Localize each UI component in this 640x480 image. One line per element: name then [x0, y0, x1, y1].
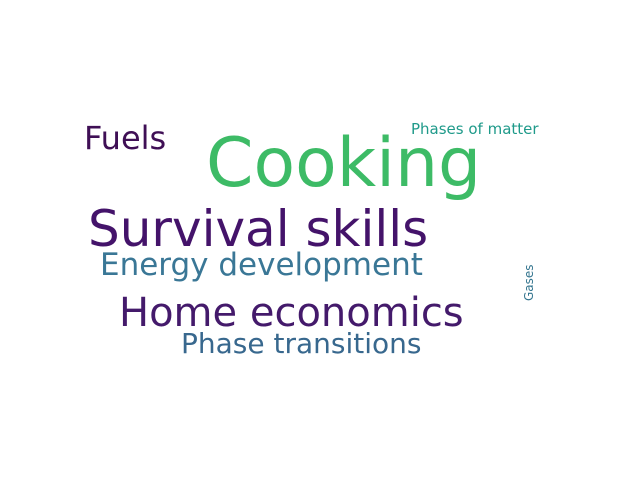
word-gases: Gases — [522, 264, 536, 301]
word-phase-transitions: Phase transitions — [181, 327, 422, 360]
word-energy-development: Energy development — [100, 247, 423, 283]
word-cooking: Cooking — [206, 124, 482, 203]
word-fuels: Fuels — [84, 119, 167, 157]
word-home-economics: Home economics — [119, 290, 464, 336]
word-phases-of-matter: Phases of matter — [411, 120, 539, 138]
word-survival-skills: Survival skills — [88, 200, 429, 258]
